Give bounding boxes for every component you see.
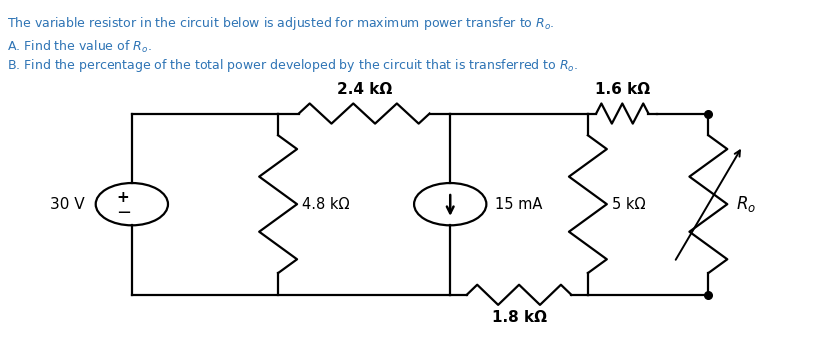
Text: The variable resistor in the circuit below is adjusted for maximum power transfe: The variable resistor in the circuit bel…	[7, 15, 555, 32]
Text: 5 kΩ: 5 kΩ	[612, 197, 645, 212]
Text: 2.4 kΩ: 2.4 kΩ	[337, 82, 392, 97]
Text: +: +	[117, 190, 129, 205]
Text: −: −	[116, 204, 131, 222]
Text: 15 mA: 15 mA	[495, 197, 542, 212]
Text: A. Find the value of $R_o$.: A. Find the value of $R_o$.	[7, 39, 151, 55]
Text: $R_o$: $R_o$	[736, 194, 756, 214]
Text: 1.8 kΩ: 1.8 kΩ	[491, 310, 546, 325]
Text: 4.8 kΩ: 4.8 kΩ	[302, 197, 350, 212]
Text: B. Find the percentage of the total power developed by the circuit that is trans: B. Find the percentage of the total powe…	[7, 57, 579, 74]
Text: 1.6 kΩ: 1.6 kΩ	[595, 82, 650, 97]
Text: 30 V: 30 V	[50, 197, 85, 212]
